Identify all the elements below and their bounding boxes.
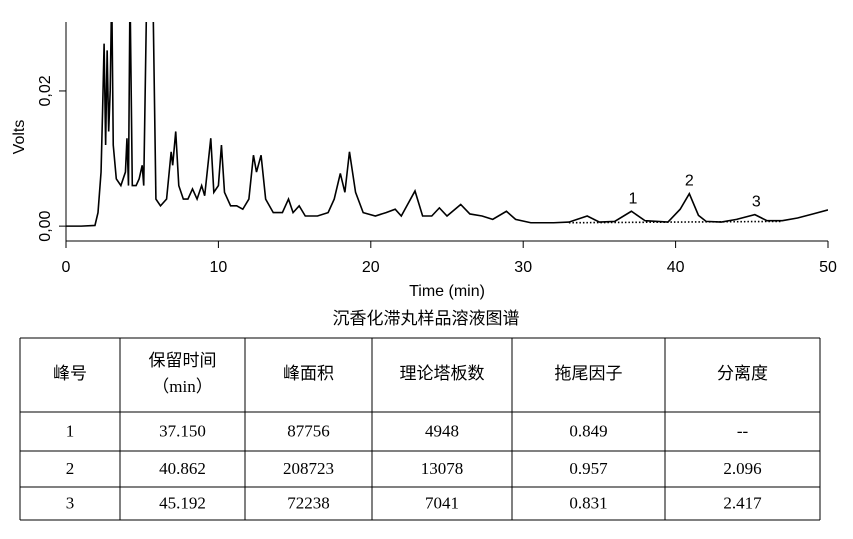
table-cell: 72238 bbox=[287, 493, 330, 512]
table-cell: 40.862 bbox=[159, 459, 206, 478]
table-cell: 208723 bbox=[283, 459, 334, 478]
y-tick-label: 0,00 bbox=[37, 210, 54, 241]
caption: 沉香化滞丸样品溶液图谱 bbox=[333, 309, 520, 328]
header-cell: 峰号 bbox=[53, 364, 87, 383]
x-tick-label: 0 bbox=[62, 259, 71, 276]
x-tick-label: 30 bbox=[514, 259, 532, 276]
table-cell: 45.192 bbox=[159, 493, 206, 512]
x-tick-label: 40 bbox=[667, 259, 685, 276]
header-cell: 峰面积 bbox=[283, 364, 334, 383]
header-cell: （min） bbox=[152, 377, 212, 396]
peak-label: 1 bbox=[628, 190, 637, 207]
table-cell: 87756 bbox=[287, 421, 330, 440]
peak-label: 2 bbox=[685, 173, 694, 190]
x-axis-label: Time (min) bbox=[409, 283, 485, 300]
trace bbox=[568, 220, 783, 224]
table-cell: 2 bbox=[66, 459, 75, 478]
header-cell: 理论塔板数 bbox=[400, 364, 485, 383]
table-cell: 0.831 bbox=[569, 493, 607, 512]
y-tick-label: 0,02 bbox=[37, 75, 54, 106]
x-tick-label: 10 bbox=[210, 259, 228, 276]
header-cell: 分离度 bbox=[717, 364, 768, 383]
table-cell: -- bbox=[737, 421, 749, 440]
peak-label: 3 bbox=[752, 194, 761, 211]
table-cell: 0.849 bbox=[569, 421, 607, 440]
table: 峰号 保留时间 （min） 峰面积 理论塔板数 拖尾因子 分离度 1 37.150 87756 49… bbox=[19, 337, 821, 521]
table-cell: 13078 bbox=[421, 459, 464, 478]
header-cell: 保留时间 bbox=[149, 351, 217, 370]
table-cell: 2.096 bbox=[723, 459, 761, 478]
table-cell: 2.417 bbox=[723, 493, 762, 512]
x-tick-label: 50 bbox=[819, 259, 837, 276]
table-cell: 4948 bbox=[425, 421, 459, 440]
trace bbox=[66, 22, 828, 227]
chromatogram: 0 10 20 30 40 50 0,00 0,02 Time (min) Volts 1 2 3 bbox=[11, 22, 837, 300]
table-cell: 37.150 bbox=[159, 421, 206, 440]
header-cell: 拖尾因子 bbox=[555, 364, 623, 383]
x-tick-label: 20 bbox=[362, 259, 380, 276]
table-cell: 0.957 bbox=[569, 459, 608, 478]
table-cell: 7041 bbox=[425, 493, 459, 512]
table-cell: 1 bbox=[66, 421, 75, 440]
table-cell: 3 bbox=[66, 493, 75, 512]
y-axis-label: Volts bbox=[11, 120, 28, 155]
